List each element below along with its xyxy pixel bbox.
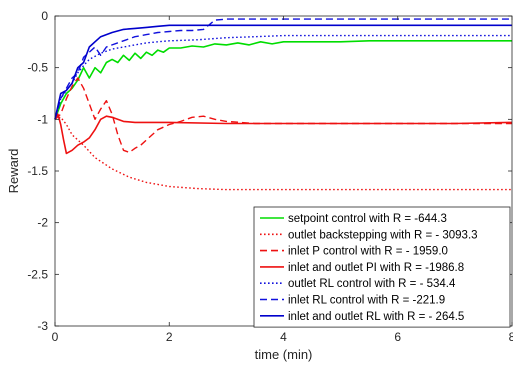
y-tick-label: -2	[37, 216, 48, 230]
y-tick-label: -2.5	[27, 267, 48, 281]
series-layer	[54, 18, 513, 191]
legend-label: outlet RL control with R = - 534.4	[288, 278, 456, 290]
legend-label: inlet RL control with R = -221.9	[288, 295, 445, 307]
x-tick-label: 6	[394, 330, 401, 344]
series-line-4	[54, 113, 513, 155]
x-axis-label: time (min)	[255, 347, 313, 362]
legend-label: inlet and outlet RL with R = - 264.5	[288, 311, 464, 323]
series-line-7	[54, 24, 512, 120]
x-tick-label: 2	[166, 330, 173, 344]
x-tick-label: 8	[509, 330, 513, 344]
legend: setpoint control with R = -644.3 outlet b…	[253, 206, 511, 328]
legend-label: inlet P control with R = - 1959.0	[288, 246, 448, 258]
y-tick-label: -1	[37, 112, 48, 126]
series-line-5	[54, 34, 512, 120]
series-line-2	[54, 116, 512, 191]
series-line-1	[54, 39, 512, 120]
y-tick-label: -0.5	[27, 61, 48, 75]
legend-label: inlet and outlet PI with R = -1986.8	[288, 262, 464, 274]
y-tick-label: -3	[37, 319, 48, 333]
legend-label: outlet backstepping with R = - 3093.3	[288, 229, 478, 241]
legend-label: setpoint control with R = -644.3	[288, 213, 447, 225]
x-tick-label: 0	[52, 330, 59, 344]
y-tick-label: 0	[41, 9, 48, 23]
series-line-6	[54, 18, 512, 120]
legend-box	[253, 206, 511, 328]
y-tick-label: -1.5	[27, 164, 48, 178]
x-tick-label: 4	[280, 330, 287, 344]
tick-layer: 0 2 4 6 8 0 -0.5 -1 -1.5 -2 -2.5 -3	[27, 9, 513, 344]
y-axis-label: Reward	[6, 149, 21, 194]
